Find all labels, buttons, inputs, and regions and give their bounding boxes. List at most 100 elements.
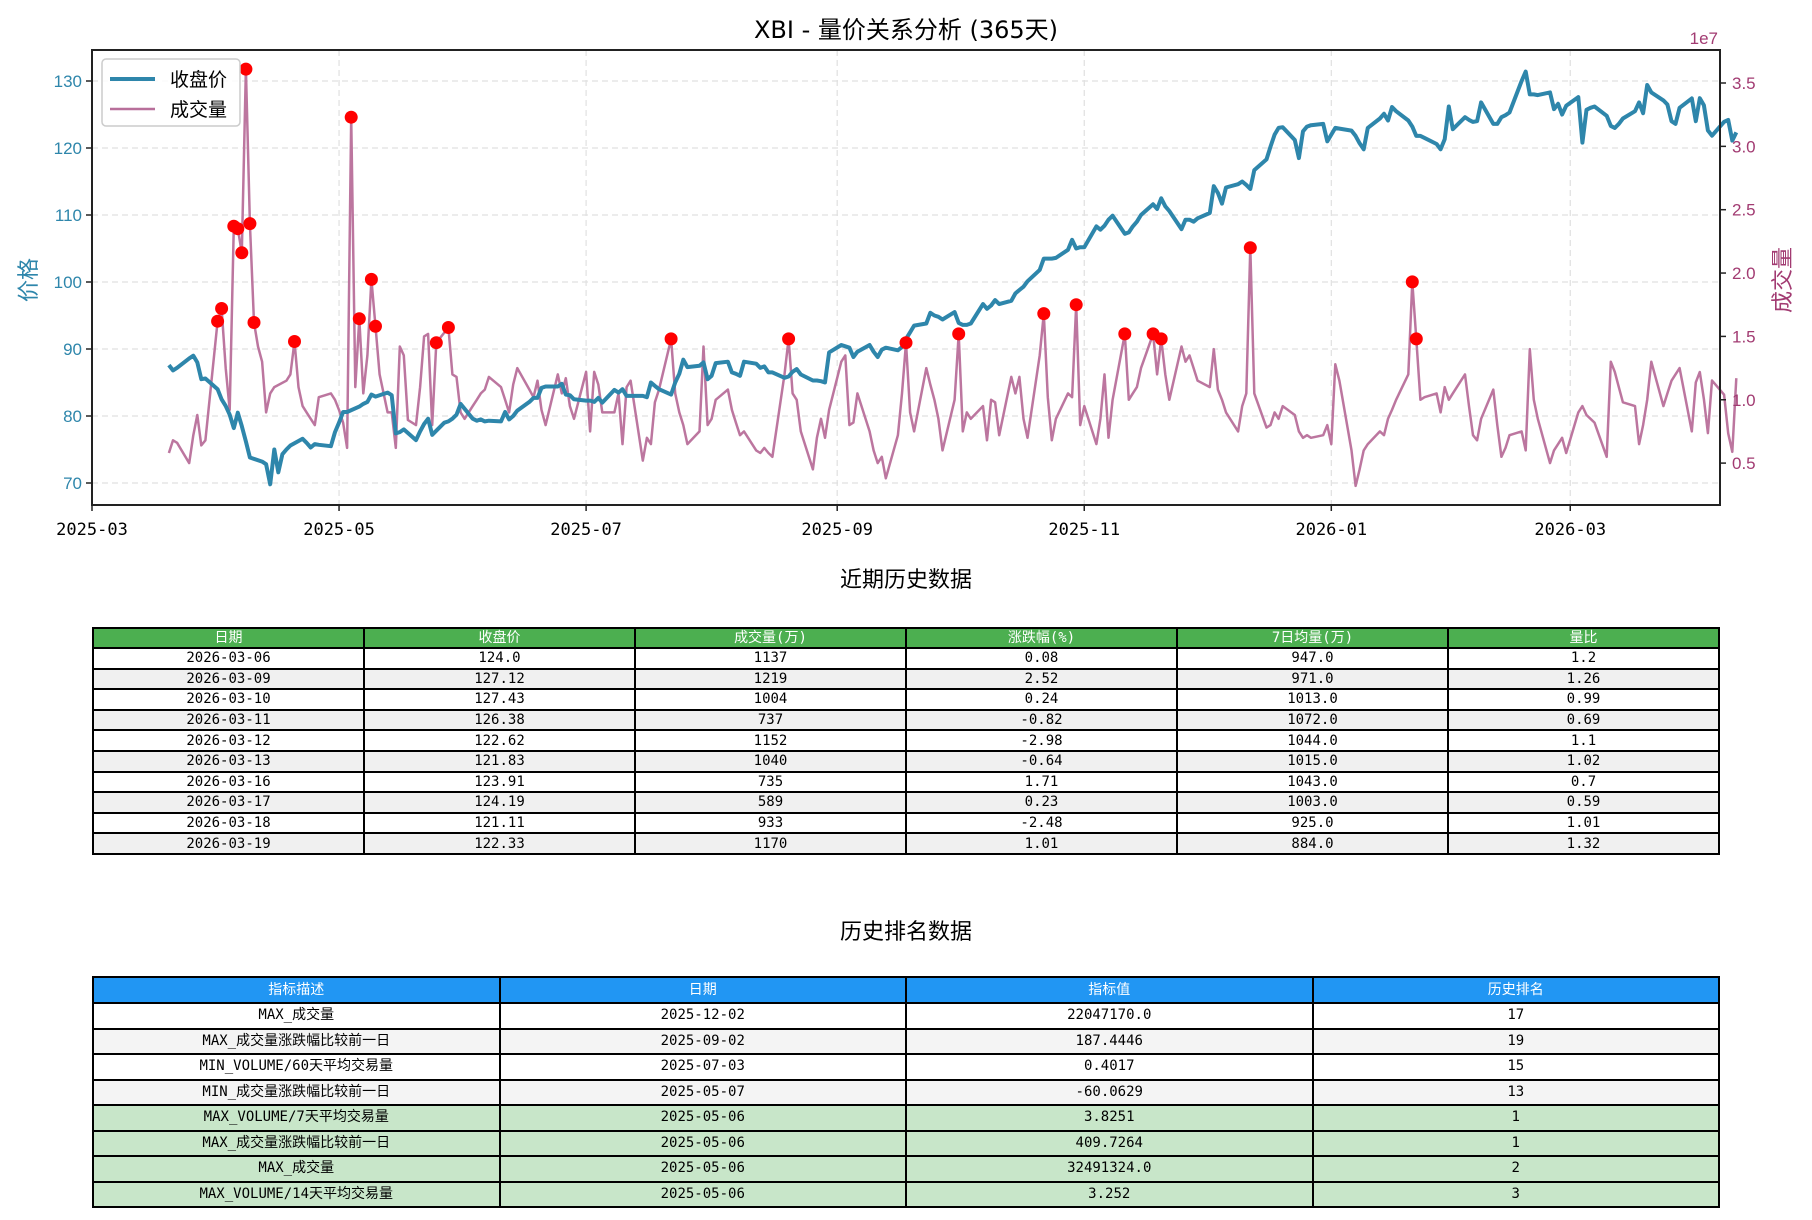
column-header: 收盘价 bbox=[363, 627, 636, 649]
table-cell: 22047170.0 bbox=[905, 1002, 1314, 1030]
column-header: 成交量(万) bbox=[634, 627, 907, 649]
table-cell: 1 bbox=[1311, 1104, 1720, 1132]
table-cell: -2.98 bbox=[905, 729, 1178, 752]
table-cell: 1 bbox=[1311, 1129, 1720, 1157]
table-cell: 0.59 bbox=[1447, 791, 1720, 814]
table-cell: 1.2 bbox=[1447, 647, 1720, 670]
volume-spike-marker bbox=[231, 222, 245, 236]
volume-spike-marker bbox=[288, 335, 301, 348]
x-tick-label: 2025-11 bbox=[1048, 520, 1120, 540]
table-cell: 13 bbox=[1311, 1078, 1720, 1106]
table-row: MAX_成交量涨跌幅比较前一日 2025-05-06 409.7264 1 bbox=[92, 1129, 1720, 1157]
table-cell: 122.62 bbox=[363, 729, 636, 752]
y2-tick-label: 0.5 bbox=[1732, 454, 1756, 473]
table-cell: MAX_成交量 bbox=[92, 1002, 501, 1030]
table-cell: 2026-03-18 bbox=[92, 811, 365, 835]
table-row: MIN_成交量涨跌幅比较前一日 2025-05-07 -60.0629 13 bbox=[92, 1078, 1720, 1106]
table-row: MAX_成交量涨跌幅比较前一日 2025-09-02 187.4446 19 bbox=[92, 1027, 1720, 1055]
x-tick-label: 2026-01 bbox=[1295, 520, 1367, 540]
volume-spike-marker bbox=[1118, 327, 1132, 341]
table-cell: MIN_成交量涨跌幅比较前一日 bbox=[92, 1078, 501, 1106]
table-row: 2026-03-11 126.38 737 -0.82 1072.0 0.69 bbox=[92, 708, 1720, 732]
table-row: 2026-03-17 124.19 589 0.23 1003.0 0.59 bbox=[92, 791, 1720, 814]
right-axis-offset-label: 1e7 bbox=[1690, 29, 1718, 48]
table-cell: 0.23 bbox=[905, 791, 1178, 814]
table-row: 2026-03-18 121.11 933 -2.48 925.0 1.01 bbox=[92, 811, 1720, 835]
x-tick-label: 2025-09 bbox=[801, 520, 873, 540]
y2-tick-label: 2.0 bbox=[1732, 264, 1756, 283]
price-series bbox=[167, 69, 1739, 487]
table-cell: 2025-05-06 bbox=[498, 1129, 907, 1157]
table-cell: 1072.0 bbox=[1176, 708, 1449, 732]
table-cell: 122.33 bbox=[363, 832, 636, 855]
table-cell: 1040 bbox=[634, 749, 907, 773]
table-cell: 15 bbox=[1311, 1053, 1720, 1081]
table-cell: -0.82 bbox=[905, 708, 1178, 732]
y-tick-label: 90 bbox=[63, 340, 82, 359]
volume-spike-marker bbox=[1037, 307, 1051, 321]
volume-spike-marker bbox=[782, 332, 796, 346]
volume-spike-marker bbox=[215, 302, 229, 315]
table-cell: 124.19 bbox=[363, 791, 636, 814]
table-cell: 123.91 bbox=[363, 770, 636, 794]
table-cell: 2026-03-19 bbox=[92, 832, 365, 855]
table-cell: 2 bbox=[1311, 1155, 1720, 1183]
plot-frame bbox=[91, 49, 1721, 506]
left-y-axis: 70 80 90 100 110 120 130 bbox=[54, 72, 92, 493]
column-header: 日期 bbox=[92, 627, 365, 649]
volume-spike-marker bbox=[429, 336, 443, 350]
table-cell: 17 bbox=[1311, 1002, 1720, 1030]
table-cell: 1015.0 bbox=[1176, 749, 1449, 773]
column-header: 指标描述 bbox=[92, 976, 501, 1004]
volume-spike-marker bbox=[235, 246, 249, 260]
table-cell: 127.12 bbox=[363, 667, 636, 691]
table-cell: 1013.0 bbox=[1176, 688, 1449, 711]
volume-spike-marker bbox=[664, 332, 678, 346]
table-cell: 3 bbox=[1311, 1180, 1720, 1208]
table-cell: 1004 bbox=[634, 688, 907, 711]
volume-spike-marker bbox=[364, 272, 378, 286]
legend-price-label: 收盘价 bbox=[170, 69, 227, 91]
table-cell: MAX_VOLUME/7天平均交易量 bbox=[92, 1104, 501, 1132]
column-header: 7日均量(万) bbox=[1176, 627, 1449, 649]
table-cell: MAX_成交量 bbox=[92, 1155, 501, 1183]
table-cell: 1043.0 bbox=[1176, 770, 1449, 794]
table-cell: 925.0 bbox=[1176, 811, 1449, 835]
table-cell: 1.01 bbox=[1447, 811, 1720, 835]
legend: 收盘价 成交量 bbox=[101, 58, 241, 127]
table-row: 2026-03-09 127.12 1219 2.52 971.0 1.26 bbox=[92, 667, 1720, 691]
table-cell: 947.0 bbox=[1176, 647, 1449, 670]
y2-tick-label: 1.5 bbox=[1732, 327, 1756, 346]
column-header: 量比 bbox=[1447, 627, 1720, 649]
volume-spike-marker bbox=[239, 62, 253, 76]
table-cell: 121.11 bbox=[363, 811, 636, 835]
table-cell: 3.8251 bbox=[905, 1104, 1314, 1132]
table-cell: 1003.0 bbox=[1176, 791, 1449, 814]
column-header: 指标值 bbox=[905, 976, 1314, 1004]
y2-tick-label: 3.0 bbox=[1732, 137, 1756, 156]
legend-volume-label: 成交量 bbox=[170, 99, 227, 121]
table-cell: 124.0 bbox=[363, 647, 636, 670]
volume-spike-marker bbox=[247, 316, 261, 329]
table-cell: 2025-05-07 bbox=[498, 1078, 907, 1106]
table-cell: MIN_VOLUME/60天平均交易量 bbox=[92, 1053, 501, 1081]
x-tick-label: 2026-03 bbox=[1534, 520, 1606, 540]
y-tick-label: 120 bbox=[54, 139, 82, 158]
table-cell: 2025-09-02 bbox=[498, 1027, 907, 1055]
table-cell: 1.26 bbox=[1447, 667, 1720, 691]
volume-spike-marker bbox=[344, 110, 358, 124]
volume-spike-markers bbox=[211, 62, 1423, 350]
table-row: MAX_VOLUME/14天平均交易量 2025-05-06 3.252 3 bbox=[92, 1180, 1720, 1208]
table-cell: MAX_成交量涨跌幅比较前一日 bbox=[92, 1027, 501, 1055]
ranking-data-table: 指标描述 日期 指标值 历史排名 MAX_成交量 2025-12-02 22047170.… bbox=[92, 976, 1720, 1208]
table-cell: MAX_VOLUME/14天平均交易量 bbox=[92, 1180, 501, 1208]
column-header: 涨跌幅(%) bbox=[905, 627, 1178, 649]
table-row: 2026-03-06 124.0 1137 0.08 947.0 1.2 bbox=[92, 647, 1720, 670]
table-row: MAX_成交量 2025-12-02 22047170.0 17 bbox=[92, 1002, 1720, 1030]
table-cell: 735 bbox=[634, 770, 907, 794]
table-cell: 933 bbox=[634, 811, 907, 835]
table-cell: 737 bbox=[634, 708, 907, 732]
table-cell: 884.0 bbox=[1176, 832, 1449, 855]
volume-spike-marker bbox=[352, 312, 366, 326]
y-tick-label: 100 bbox=[54, 273, 82, 292]
